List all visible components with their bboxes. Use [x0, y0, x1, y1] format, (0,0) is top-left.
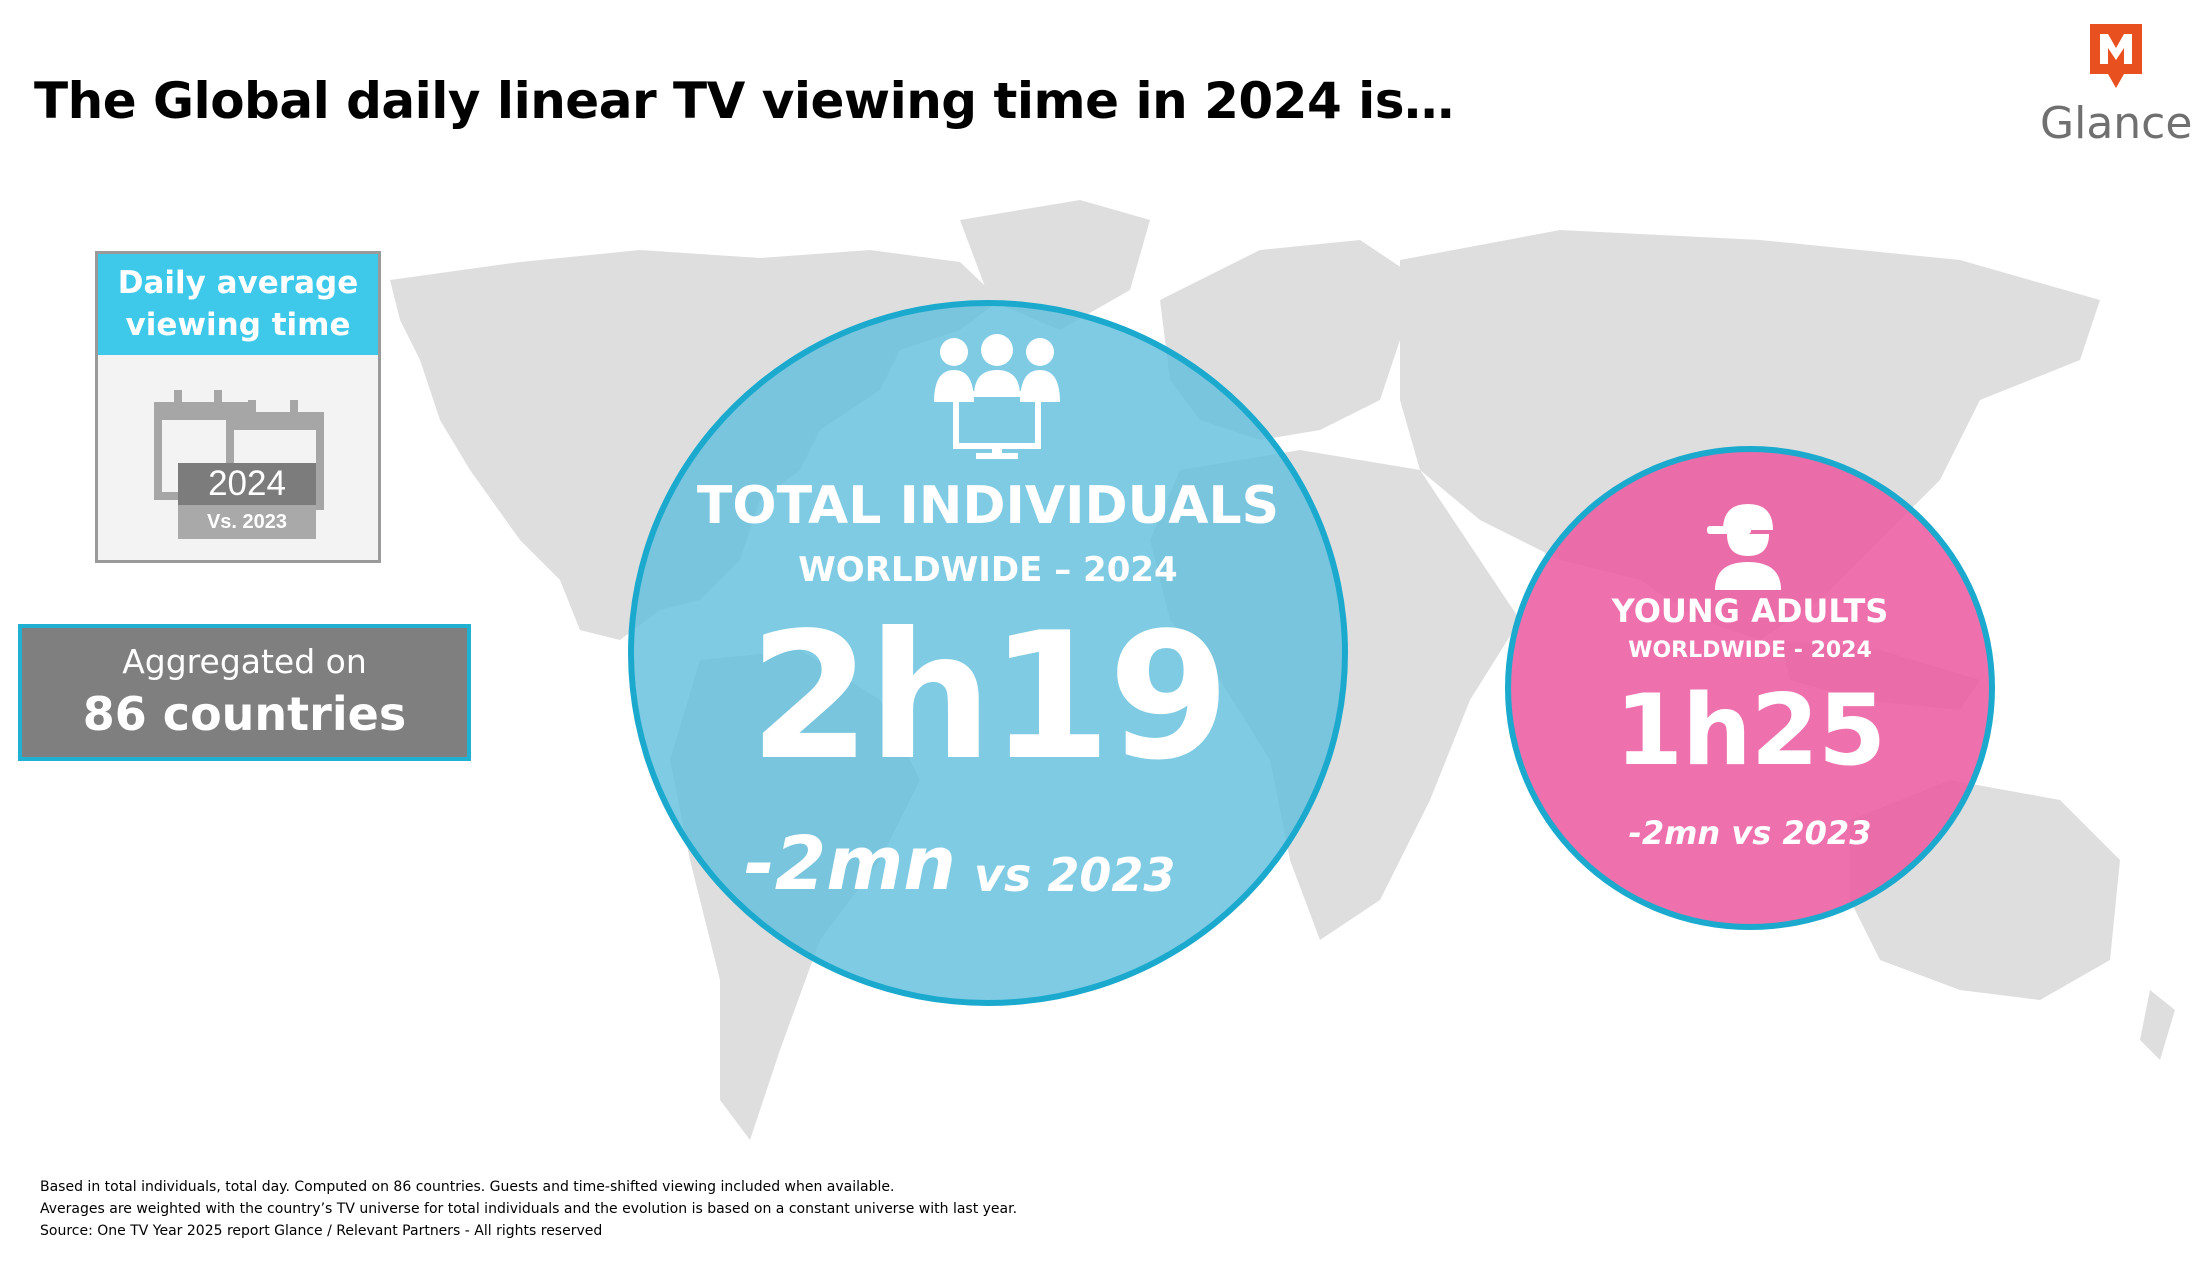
- card-heading-line-2: viewing time: [125, 307, 351, 343]
- total-individuals-circle: TOTAL INDIVIDUALS WORLDWIDE – 2024 2h19 …: [628, 300, 1348, 1006]
- aggregated-countries-box: Aggregated on 86 countries: [18, 624, 471, 761]
- young-adults-circle: YOUNG ADULTS WORLDWIDE - 2024 1h25 -2mn …: [1505, 446, 1995, 930]
- glance-logo-text: Glance: [2040, 98, 2193, 149]
- total-value: 2h19: [749, 596, 1230, 799]
- total-sublabel: WORLDWIDE – 2024: [798, 550, 1178, 590]
- aggregated-label: Aggregated on: [122, 642, 367, 681]
- glance-logo: Glance: [2040, 22, 2193, 152]
- greenland-shape: [960, 200, 1150, 330]
- total-diff-vs: vs 2023: [974, 848, 1176, 902]
- footnote-2: Averages are weighted with the country’s…: [40, 1201, 1018, 1217]
- card-heading: Daily average viewing time: [98, 254, 378, 355]
- young-value: 1h25: [1614, 674, 1886, 788]
- page-title: The Global daily linear TV viewing time …: [34, 72, 1454, 130]
- footnote-3: Source: One TV Year 2025 report Glance /…: [40, 1223, 603, 1239]
- glance-logo-mark: [2090, 24, 2142, 88]
- total-diff: -2mn: [744, 821, 956, 907]
- young-label: YOUNG ADULTS: [1611, 592, 1889, 630]
- total-label: TOTAL INDIVIDUALS: [696, 476, 1280, 536]
- card-year: 2024: [178, 463, 316, 505]
- card-heading-line-1: Daily average: [117, 265, 359, 301]
- audience-tv-icon: [934, 334, 1060, 459]
- new-zealand-shape: [2140, 990, 2175, 1060]
- daily-average-card: Daily average viewing time 2024 Vs. 2023: [95, 251, 381, 563]
- footnotes: Based in total individuals, total day. C…: [40, 1176, 1017, 1242]
- footnote-1: Based in total individuals, total day. C…: [40, 1179, 895, 1195]
- cap-person-icon: [1707, 504, 1781, 590]
- young-diff: -2mn vs 2023: [1628, 814, 1872, 852]
- countries-count: 86 countries: [82, 687, 407, 741]
- card-vs-year: Vs. 2023: [178, 505, 316, 539]
- young-sublabel: WORLDWIDE - 2024: [1628, 638, 1872, 663]
